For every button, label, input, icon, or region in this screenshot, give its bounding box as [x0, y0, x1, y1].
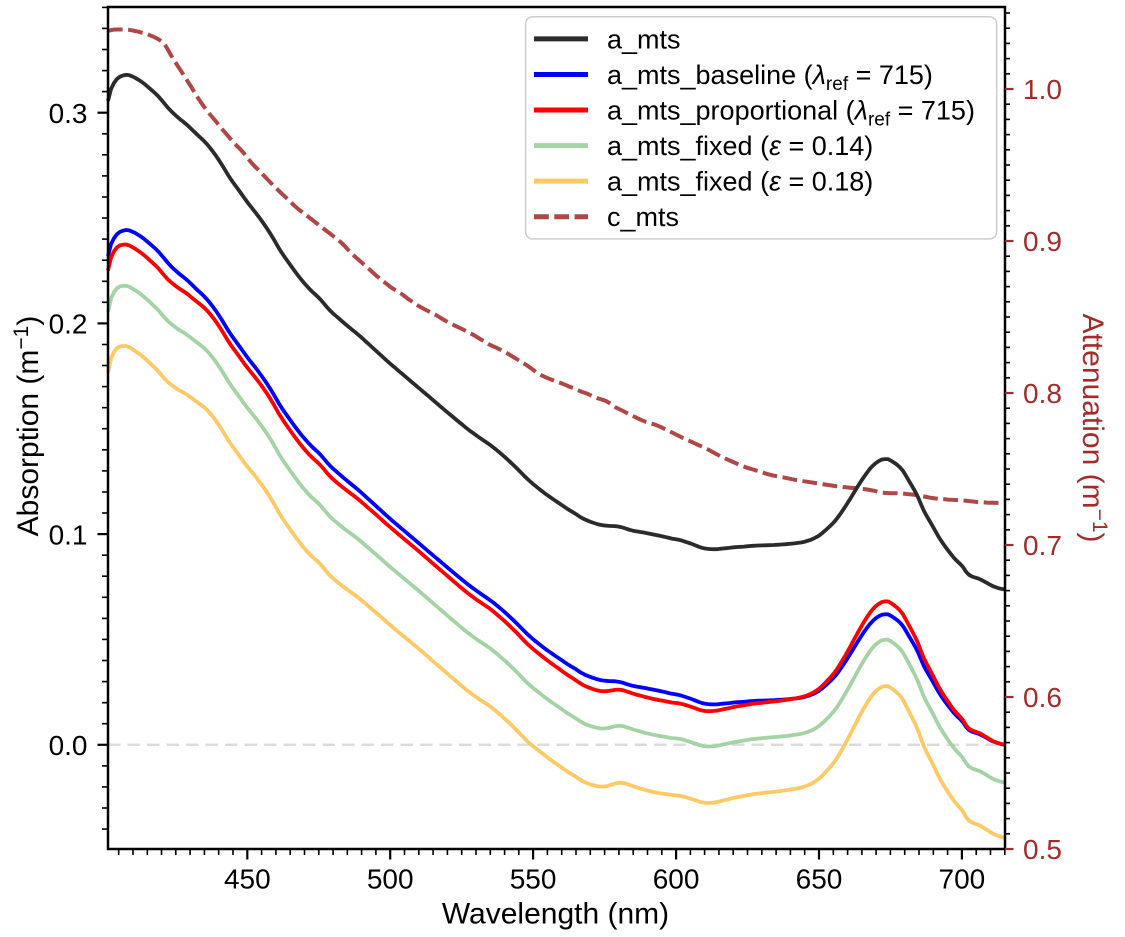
svg-text:Wavelength (nm): Wavelength (nm)	[442, 897, 669, 930]
svg-text:0.1: 0.1	[49, 519, 88, 550]
svg-text:0.8: 0.8	[1023, 378, 1062, 409]
svg-text:a_mts_baseline (λref = 715): a_mts_baseline (λref = 715)	[607, 60, 933, 95]
svg-text:0.6: 0.6	[1023, 682, 1062, 713]
svg-text:450: 450	[224, 864, 271, 895]
svg-text:c_mts: c_mts	[607, 202, 679, 232]
svg-text:0.2: 0.2	[49, 309, 88, 340]
svg-text:0.9: 0.9	[1023, 226, 1062, 257]
svg-text:a_mts_proportional (λref = 715: a_mts_proportional (λref = 715)	[607, 96, 975, 131]
svg-text:0.7: 0.7	[1023, 530, 1062, 561]
svg-text:a_mts: a_mts	[607, 24, 681, 54]
svg-text:550: 550	[510, 864, 557, 895]
svg-text:1.0: 1.0	[1023, 74, 1062, 105]
svg-text:Attenuation (m−1): Attenuation (m−1)	[1076, 313, 1111, 542]
svg-text:700: 700	[939, 864, 986, 895]
svg-text:0.0: 0.0	[49, 730, 88, 761]
svg-text:650: 650	[796, 864, 843, 895]
svg-text:0.5: 0.5	[1023, 834, 1062, 865]
svg-text:0.3: 0.3	[49, 98, 88, 129]
svg-text:Absorption (m−1): Absorption (m−1)	[10, 316, 45, 537]
svg-text:a_mts_fixed (ε = 0.14): a_mts_fixed (ε = 0.14)	[607, 131, 873, 161]
svg-text:a_mts_fixed (ε = 0.18): a_mts_fixed (ε = 0.18)	[607, 167, 873, 197]
svg-text:500: 500	[367, 864, 414, 895]
svg-text:600: 600	[653, 864, 700, 895]
